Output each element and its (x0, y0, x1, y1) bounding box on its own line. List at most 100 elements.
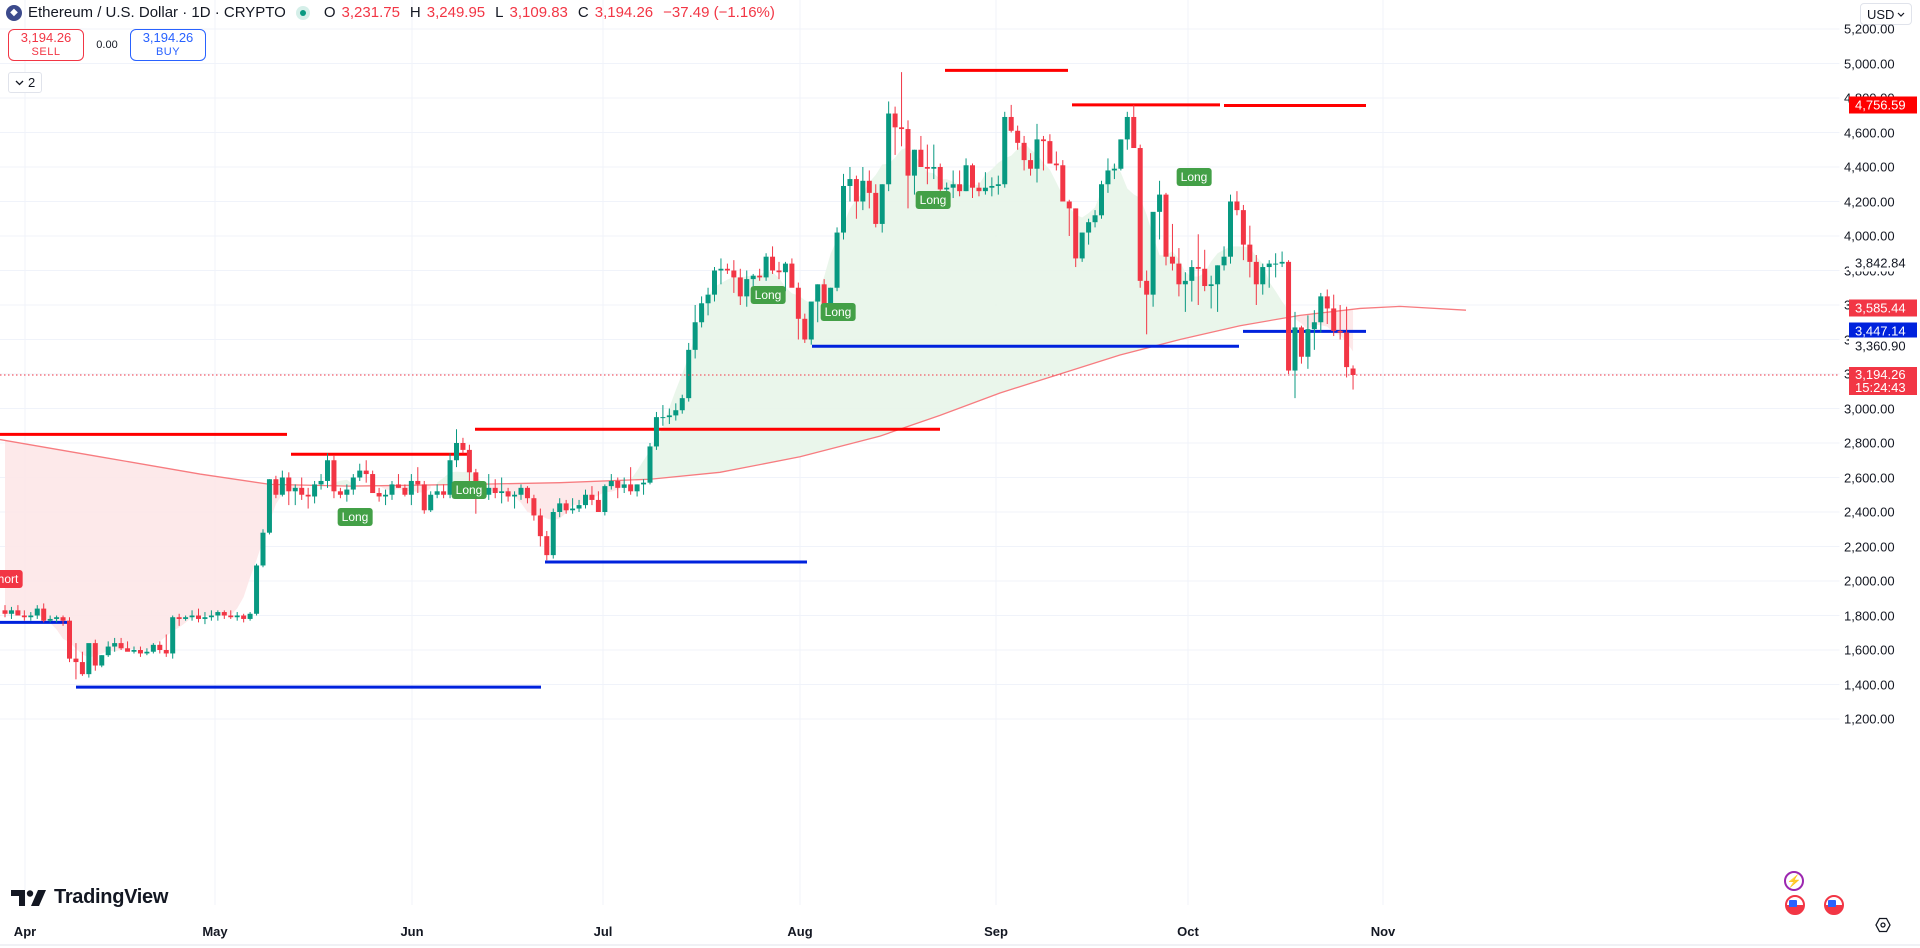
candle[interactable] (34, 608, 40, 616)
candle[interactable] (1002, 116, 1008, 185)
candle[interactable] (266, 479, 272, 533)
candle[interactable] (325, 460, 330, 481)
candle[interactable] (1118, 139, 1124, 169)
candle[interactable] (563, 503, 569, 511)
us-flag-event-icon[interactable] (1785, 895, 1805, 915)
us-flag-event-icon[interactable] (1824, 895, 1844, 915)
candle[interactable] (692, 322, 698, 350)
candle[interactable] (318, 480, 324, 485)
candle[interactable] (228, 615, 234, 618)
candle[interactable] (653, 417, 659, 447)
candle[interactable] (757, 275, 763, 278)
candle[interactable] (144, 651, 150, 654)
candle[interactable] (273, 479, 279, 495)
candle[interactable] (841, 185, 846, 233)
candle[interactable] (131, 650, 137, 652)
candle[interactable] (770, 256, 776, 271)
candle[interactable] (1105, 170, 1111, 185)
tradingview-logo[interactable]: TradingView (11, 886, 168, 909)
support-resistance-lines[interactable] (0, 68, 1366, 689)
candle[interactable] (137, 650, 143, 654)
candle[interactable] (8, 610, 14, 614)
candle[interactable] (970, 165, 975, 188)
candle[interactable] (67, 620, 72, 659)
candle[interactable] (1350, 368, 1356, 375)
candle[interactable] (292, 487, 298, 492)
candle[interactable] (660, 417, 666, 419)
candle[interactable] (112, 643, 118, 647)
candle[interactable] (531, 498, 537, 516)
candle[interactable] (260, 532, 266, 566)
candle[interactable] (234, 615, 240, 618)
candle[interactable] (1273, 263, 1279, 265)
candle[interactable] (1137, 148, 1143, 281)
candle[interactable] (718, 268, 724, 271)
candle[interactable] (763, 256, 769, 278)
candle[interactable] (202, 617, 208, 619)
sell-button[interactable]: 3,194.26 SELL (8, 29, 84, 61)
candle[interactable] (595, 499, 601, 512)
candle[interactable] (1228, 201, 1233, 257)
candle[interactable] (950, 184, 956, 188)
candle[interactable] (15, 610, 21, 616)
candle[interactable] (208, 615, 214, 618)
candle[interactable] (286, 477, 292, 492)
candle[interactable] (989, 185, 995, 188)
candle[interactable] (402, 487, 408, 495)
candle[interactable] (189, 615, 195, 618)
candle[interactable] (499, 491, 505, 494)
candle[interactable] (705, 294, 711, 304)
candle[interactable] (350, 477, 356, 490)
candle[interactable] (1079, 232, 1085, 259)
candle[interactable] (150, 644, 156, 652)
candle[interactable] (789, 263, 795, 288)
candle[interactable] (254, 565, 260, 614)
candle[interactable] (1324, 296, 1330, 309)
candle[interactable] (976, 187, 982, 192)
candle[interactable] (944, 187, 950, 190)
candle[interactable] (1234, 201, 1240, 211)
candle[interactable] (1202, 268, 1208, 287)
candle[interactable] (873, 192, 879, 224)
candle[interactable] (2, 610, 8, 614)
candle[interactable] (492, 487, 498, 494)
candle[interactable] (47, 618, 53, 621)
candle[interactable] (415, 480, 421, 485)
candle[interactable] (963, 165, 969, 192)
candle[interactable] (550, 512, 556, 556)
candle[interactable] (118, 643, 124, 649)
buy-button[interactable]: 3,194.26 BUY (130, 29, 206, 61)
candle[interactable] (1311, 322, 1317, 330)
candle[interactable] (1195, 267, 1201, 269)
candle[interactable] (834, 232, 840, 288)
candle[interactable] (905, 129, 911, 176)
candle[interactable] (1131, 116, 1137, 149)
candle[interactable] (1169, 256, 1175, 264)
candle[interactable] (73, 658, 79, 663)
candle[interactable] (1028, 160, 1034, 169)
candle[interactable] (389, 484, 395, 495)
candle[interactable] (1053, 163, 1059, 166)
candle[interactable] (157, 644, 163, 650)
candle[interactable] (802, 318, 808, 340)
candle[interactable] (383, 494, 389, 497)
candle[interactable] (924, 167, 930, 169)
candle[interactable] (1066, 201, 1072, 209)
candle[interactable] (247, 613, 253, 619)
lightning-alert-icon[interactable]: ⚡ (1784, 871, 1804, 891)
candle[interactable] (1034, 139, 1040, 169)
candle[interactable] (1240, 210, 1246, 245)
candle[interactable] (92, 643, 98, 666)
candle[interactable] (1008, 116, 1014, 131)
candle[interactable] (957, 184, 963, 192)
candle[interactable] (60, 617, 66, 621)
candle[interactable] (1157, 194, 1163, 212)
candle[interactable] (576, 505, 582, 509)
candle[interactable] (1253, 261, 1259, 285)
candle[interactable] (1247, 244, 1253, 262)
candle[interactable] (782, 263, 788, 273)
candle[interactable] (589, 494, 595, 500)
candle[interactable] (1144, 280, 1150, 295)
candle[interactable] (370, 474, 376, 494)
candle[interactable] (737, 277, 743, 297)
